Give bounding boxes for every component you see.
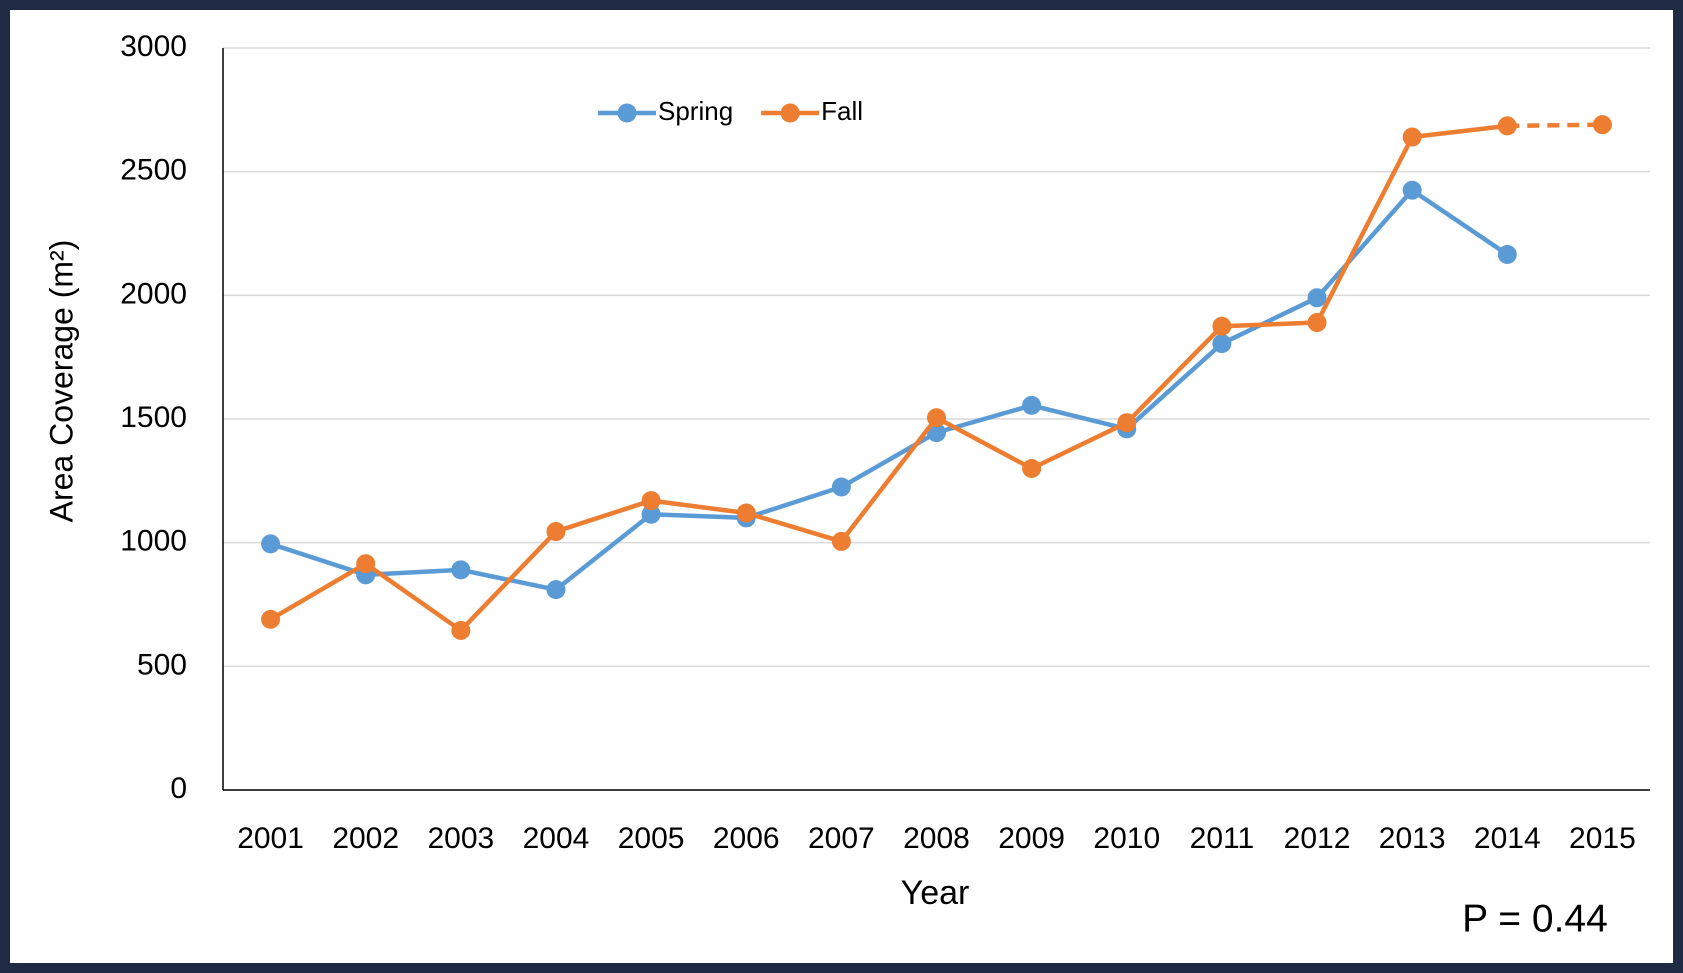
x-tick-label: 2004: [523, 822, 590, 855]
marker: [1117, 413, 1137, 433]
marker: [1212, 316, 1232, 336]
marker: [356, 554, 376, 574]
x-tick-label: 2014: [1474, 822, 1541, 855]
x-tick-label: 2013: [1379, 822, 1446, 855]
y-tick-label: 500: [137, 648, 187, 681]
y-axis-title: Area Coverage (m²): [43, 240, 79, 523]
x-tick-label: 2012: [1284, 822, 1351, 855]
series-line: [269, 187, 1509, 592]
marker: [451, 560, 471, 580]
marker: [1592, 115, 1612, 135]
y-tick-label: 0: [170, 772, 187, 805]
series-line: [269, 123, 1508, 633]
marker: [736, 503, 756, 523]
marker: [1022, 458, 1042, 478]
marker: [1497, 116, 1517, 136]
x-tick-label: 2010: [1093, 822, 1160, 855]
legend-marker: [780, 103, 800, 123]
marker: [641, 491, 661, 511]
legend-label: Spring: [658, 96, 733, 126]
marker: [261, 609, 281, 629]
x-tick-label: 2009: [998, 822, 1065, 855]
x-tick-label: 2015: [1569, 822, 1636, 855]
marker: [1402, 180, 1422, 200]
y-tick-label: 2500: [120, 154, 187, 187]
x-axis-title: Year: [901, 874, 970, 912]
marker: [451, 620, 471, 640]
marker: [1402, 127, 1422, 147]
marker: [927, 423, 946, 443]
marker: [261, 534, 281, 554]
x-tick-label: 2005: [618, 822, 685, 855]
x-tick-label: 2006: [713, 822, 780, 855]
x-tick-label: 2002: [332, 822, 399, 855]
x-tick-label: 2011: [1190, 822, 1255, 855]
series-line-dashed: [1507, 122, 1603, 129]
marker: [1497, 245, 1517, 265]
marker: [641, 504, 661, 524]
marker: [1212, 334, 1232, 354]
marker: [927, 408, 946, 428]
x-tick-label: 2008: [903, 822, 970, 855]
marker: [1022, 395, 1042, 415]
y-tick-label: 1000: [120, 525, 187, 558]
marker: [1307, 313, 1327, 333]
x-tick-label: 2001: [237, 822, 304, 855]
y-tick-label: 1500: [120, 401, 187, 434]
x-tick-label: 2003: [427, 822, 494, 855]
marker: [546, 580, 566, 600]
y-tick-label: 2000: [120, 277, 187, 310]
marker: [1307, 288, 1327, 308]
y-tick-label: 3000: [120, 30, 187, 63]
marker: [831, 531, 851, 551]
legend-label: Fall: [821, 96, 863, 126]
x-tick-label: 2007: [808, 822, 875, 855]
marker: [546, 522, 566, 542]
annotation: P = 0.44: [1462, 897, 1608, 940]
legend-marker: [617, 103, 637, 123]
marker: [831, 477, 851, 497]
